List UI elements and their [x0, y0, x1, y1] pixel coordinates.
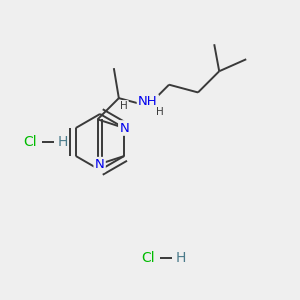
Text: H: H: [58, 135, 68, 149]
Text: N: N: [119, 122, 129, 134]
Text: NH: NH: [138, 95, 158, 108]
Text: H: H: [156, 107, 164, 117]
Text: Cl: Cl: [23, 135, 37, 149]
Text: Cl: Cl: [141, 251, 155, 265]
Text: H: H: [176, 251, 186, 265]
Text: H: H: [120, 101, 128, 111]
Text: N: N: [95, 158, 104, 171]
